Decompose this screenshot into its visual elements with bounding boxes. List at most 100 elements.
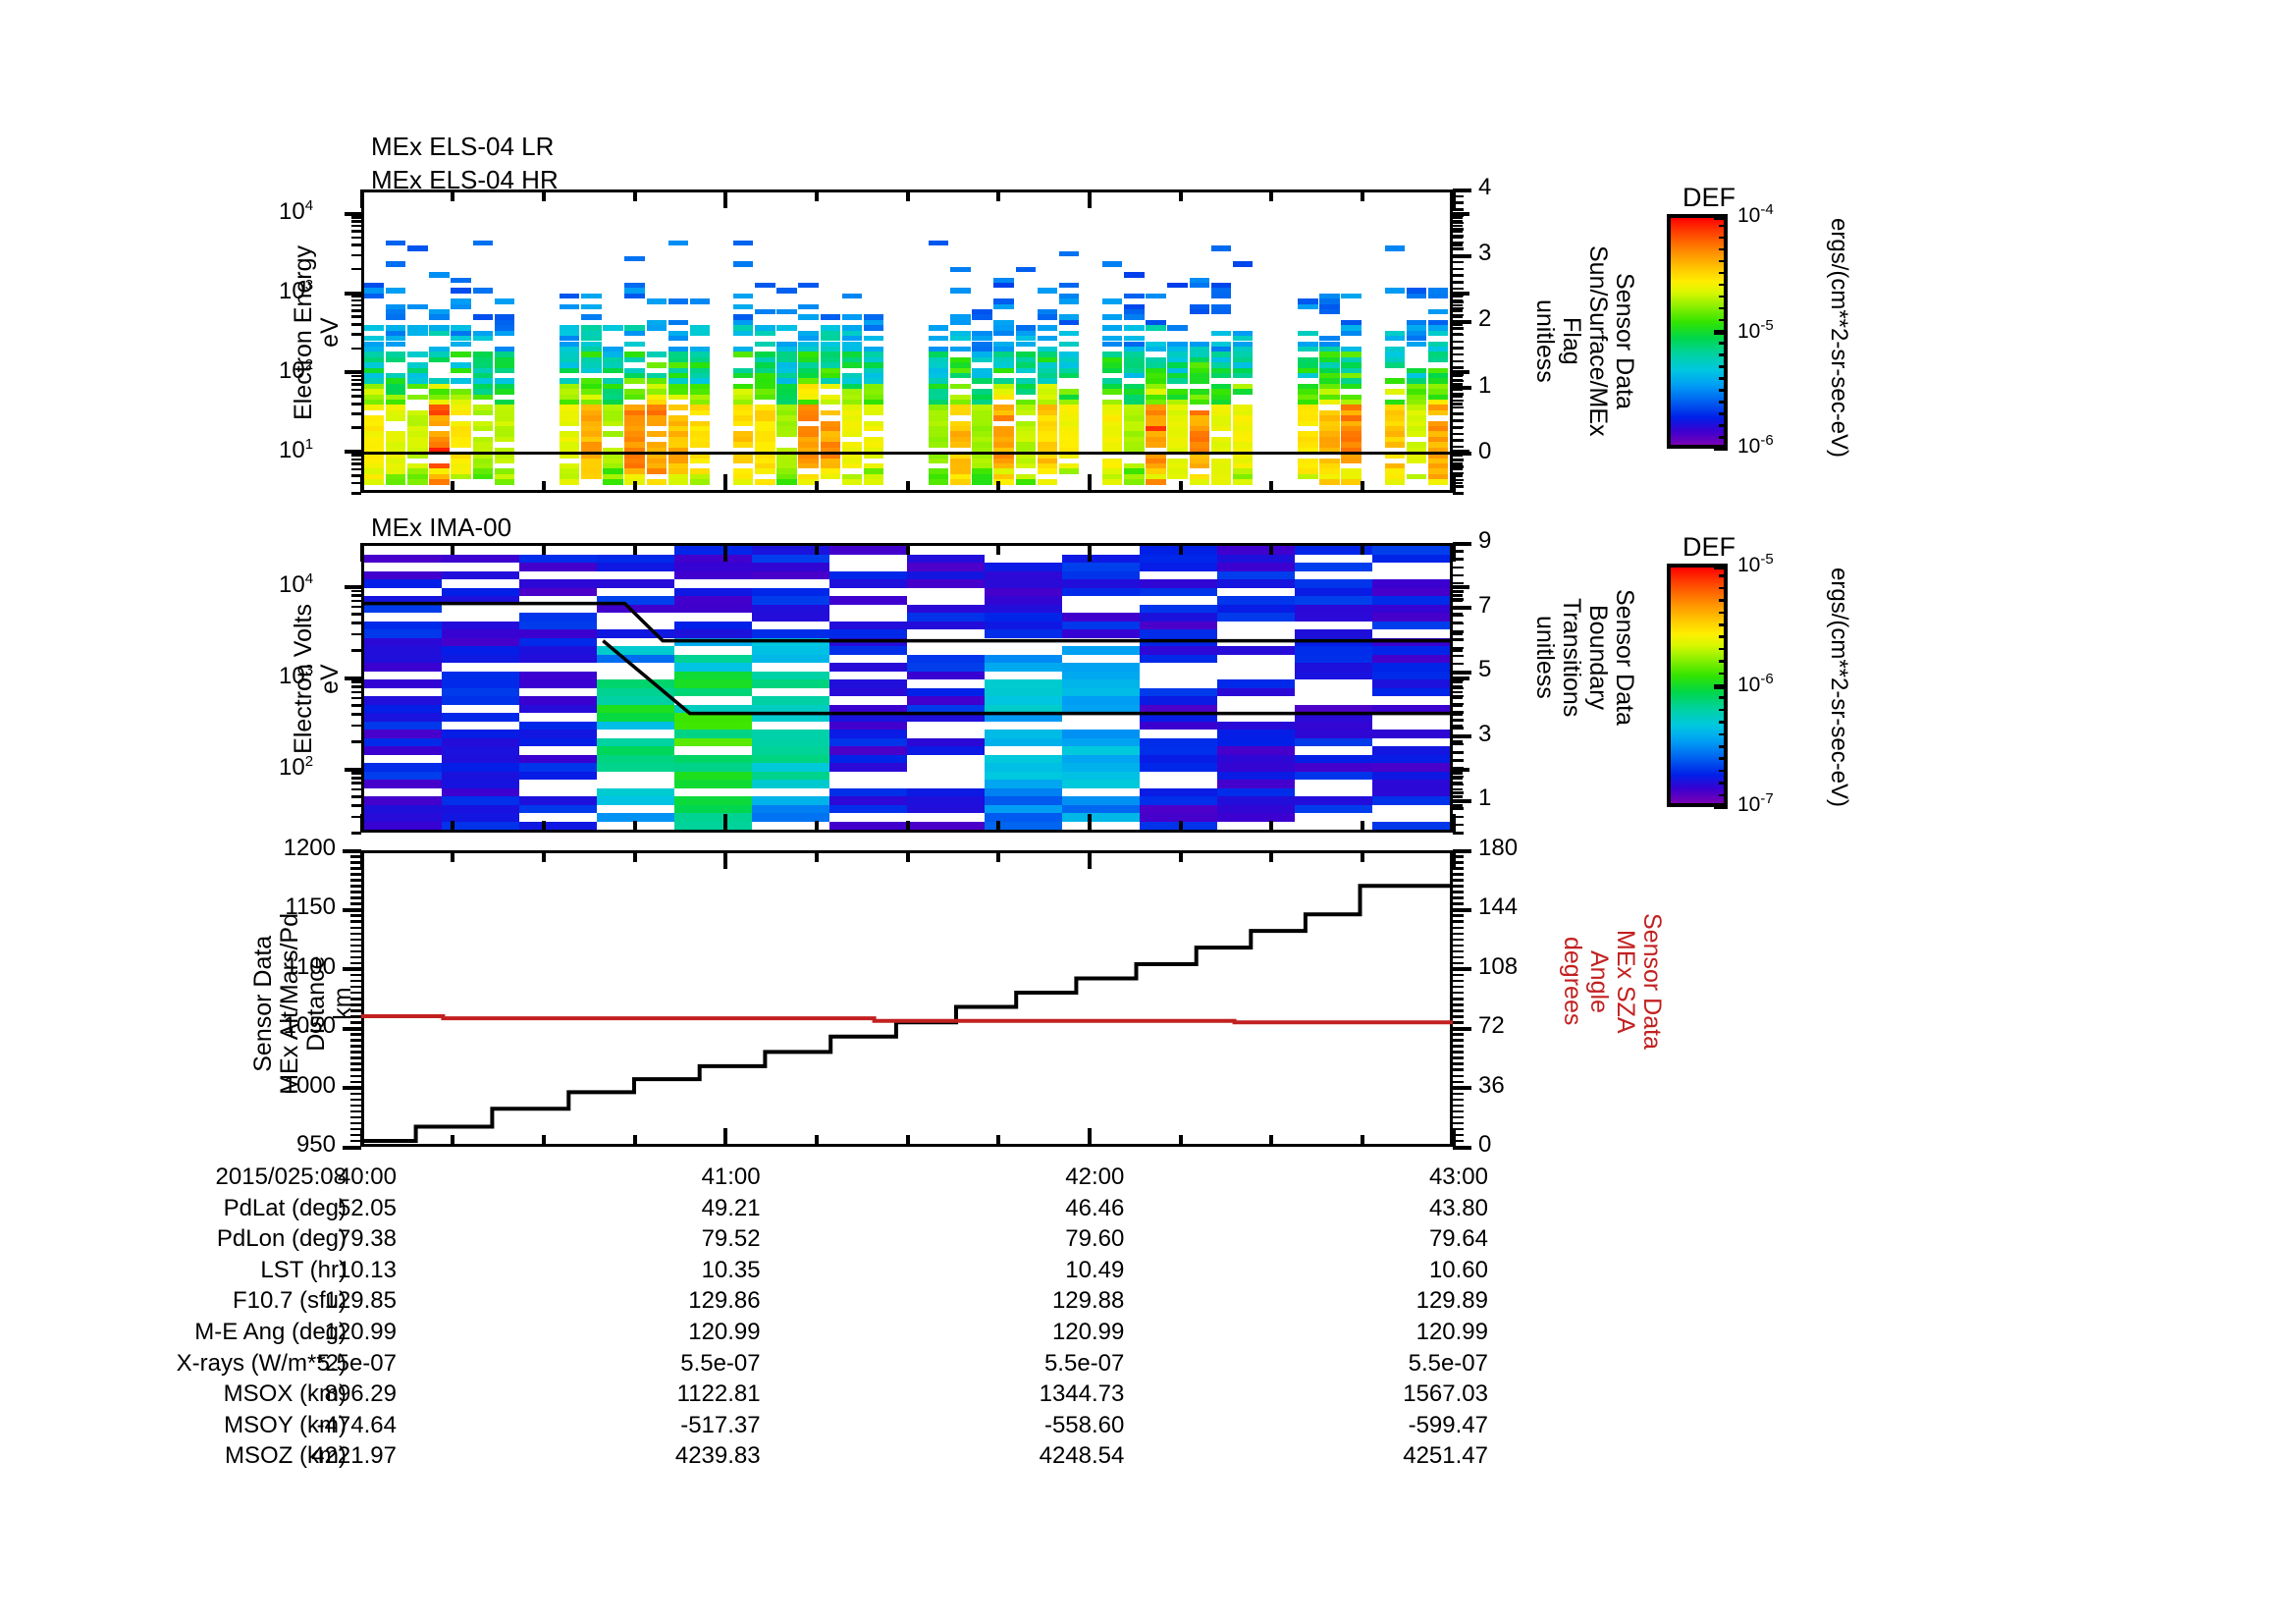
spectrogram-cell [1319,468,1340,474]
axis-tick [1087,543,1092,562]
axis-tick [350,938,361,942]
spectrogram-cell [472,288,493,294]
spectrogram-cell [1102,298,1123,304]
colorbar-minor-tick [1719,306,1728,310]
axis-tick [1453,467,1463,471]
spectrogram-cell [1102,389,1123,395]
spectrogram-cell [451,336,471,342]
axis-tick [1178,481,1183,493]
spectrogram-cell [1037,372,1058,379]
table-cell-value: 120.99 [1415,1319,1488,1345]
spectrogram-cell [597,696,674,705]
axis-tick [1453,281,1464,284]
spectrogram-cell [1372,787,1450,796]
spectrogram-cell [776,462,797,469]
spectrogram-cell [1015,436,1036,443]
spectrogram-cell [1341,415,1362,421]
axis-tick [1453,313,1464,317]
spectrogram-cell [1167,325,1188,331]
spectrogram-cell [689,426,711,432]
spectrogram-cell [1062,663,1140,672]
axis-tick [1453,300,1464,303]
spectrogram-cell [429,462,450,469]
spectrogram-cell [1341,420,1362,427]
spectrogram-cell [1210,293,1232,299]
spectrogram-cell [1062,696,1140,705]
spectrogram-cell [863,453,884,459]
spectrogram-cell [603,405,623,410]
axis-tick [996,850,1001,862]
axis-tick [1453,309,1463,312]
spectrogram-cell [733,261,754,267]
axis-tick [905,481,910,493]
panel3-ytick-right-label: 36 [1478,1071,1505,1099]
spectrogram-cell [364,654,442,663]
spectrogram-cell [1037,389,1058,395]
panel3-ylabel-left: Sensor Data MEx Alt/Mars/Pd Distance km [249,913,356,1095]
spectrogram-cell [1210,442,1232,448]
spectrogram-cell [752,746,829,755]
spectrogram-cell [560,436,580,443]
spectrogram-cell [993,468,1014,474]
spectrogram-cell [1427,479,1449,485]
axis-tick [1453,782,1463,784]
spectrogram-cell [472,330,493,337]
spectrogram-cell [755,378,775,384]
axis-tick [723,189,728,208]
axis-tick [1453,471,1464,475]
spectrogram-cell [929,415,949,421]
panel1-ytick-right-label: 1 [1478,371,1492,399]
spectrogram-cell [985,713,1062,722]
spectrogram-cell [755,415,775,421]
spectrogram-cell [1015,462,1036,469]
spectrogram-cell [597,704,674,713]
spectrogram-cell [993,394,1014,400]
panel1-plot-frame [361,189,1453,493]
spectrogram-cell [776,288,797,294]
spectrogram-cell [597,654,674,663]
spectrogram-cell [597,629,674,638]
spectrogram-cell [667,394,689,400]
panel2-overlay-lines [364,601,1450,716]
axis-tick [1453,613,1463,616]
spectrogram-cell [597,737,674,746]
spectrogram-cell [776,473,797,480]
spectrogram-cell [1058,372,1080,379]
spectrogram-cell [442,746,519,755]
axis-tick [351,474,361,477]
spectrogram-cell [993,436,1014,443]
spectrogram-cell [364,394,385,400]
spectrogram-cell [1341,394,1362,400]
table-cell-value: 49.21 [701,1194,761,1221]
spectrogram-cell [1102,261,1123,267]
spectrogram-cell [755,479,775,485]
axis-tick [451,1135,455,1147]
spectrogram-cell [1298,346,1318,352]
spectrogram-cell [798,436,819,443]
spectrogram-cell [1124,442,1145,448]
spectrogram-cell [1062,813,1140,822]
spectrogram-cell [972,468,992,474]
table-cell-value: 896.29 [324,1380,397,1408]
spectrogram-cell [1298,303,1318,310]
spectrogram-cell [1427,288,1449,294]
spectrogram-cell [1140,813,1217,822]
spectrogram-cell [1319,409,1340,416]
panel1-ytick-right-label: 3 [1478,240,1492,267]
axis-tick [351,253,361,257]
spectrogram-cell [624,325,645,331]
spectrogram-cell [1427,468,1449,474]
spectrogram-cell [1102,415,1123,421]
spectrogram-cell [841,352,862,357]
spectrogram-cell [972,372,992,379]
axis-tick [351,374,361,378]
table-cell-value: -558.60 [1043,1411,1125,1438]
spectrogram-cell [1058,405,1080,410]
spectrogram-cell [950,383,971,390]
spectrogram-cell [1210,372,1232,379]
axis-tick [351,676,361,679]
spectrogram-cell [733,453,754,459]
spectrogram-cell [1140,654,1217,663]
axis-tick [1453,713,1463,716]
axis-tick [1453,1092,1464,1096]
